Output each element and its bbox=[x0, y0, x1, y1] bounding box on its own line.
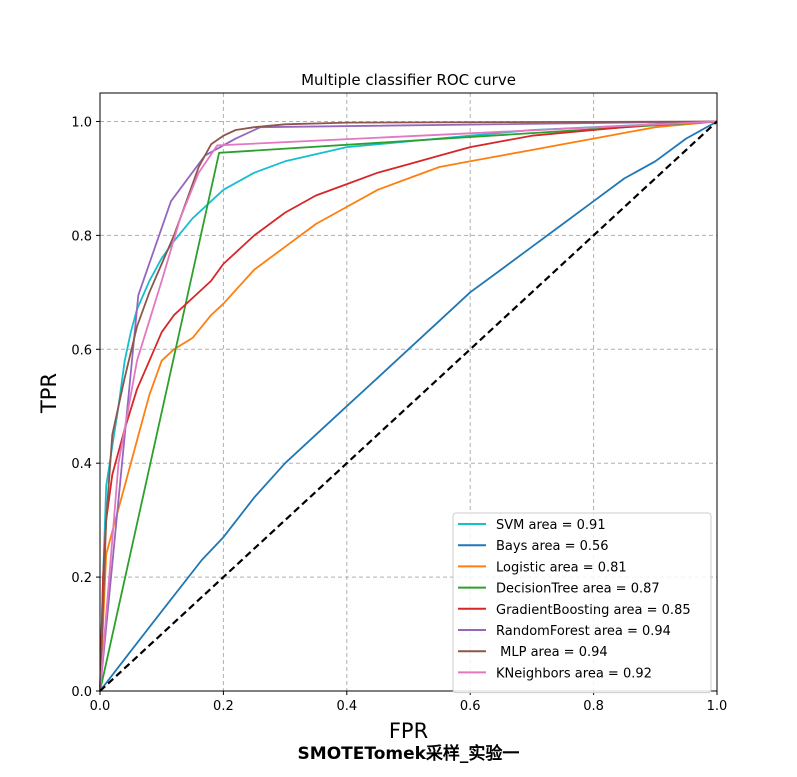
x-axis-label: FPR bbox=[389, 719, 428, 743]
legend-entry: GradientBoosting area = 0.85 bbox=[496, 603, 691, 618]
legend: SVM area = 0.91 Bays area = 0.56 Logistic … bbox=[452, 512, 712, 694]
chart-caption: SMOTETomek采样_实验一 bbox=[298, 743, 520, 764]
axis-ticks: 0.0 0.2 0.4 0.6 0.8 1.0 0.0 0.2 0.4 0.6 0.8 1.0 bbox=[71, 115, 727, 714]
y-tick-label: 0.4 bbox=[71, 457, 92, 472]
series-line-1 bbox=[99, 120, 718, 692]
series-line-3 bbox=[99, 120, 718, 692]
plot-area bbox=[99, 120, 718, 692]
series-line-2 bbox=[99, 120, 718, 692]
x-tick-label: 0.8 bbox=[583, 699, 604, 714]
legend-entry: Logistic area = 0.81 bbox=[496, 560, 627, 575]
legend-entry: KNeighbors area = 0.92 bbox=[496, 666, 652, 681]
y-tick-label: 0.0 bbox=[71, 685, 92, 700]
x-tick-label: 1.0 bbox=[707, 699, 728, 714]
legend-entry: Bays area = 0.56 bbox=[496, 539, 609, 554]
y-tick-label: 0.6 bbox=[71, 343, 92, 358]
x-tick-label: 0.4 bbox=[336, 699, 357, 714]
plot-frame bbox=[99, 92, 718, 692]
series-line-7 bbox=[99, 120, 718, 692]
legend-entry: RandomForest area = 0.94 bbox=[496, 624, 671, 639]
x-tick-label: 0.6 bbox=[460, 699, 481, 714]
y-tick-label: 0.2 bbox=[71, 571, 92, 586]
legend-box bbox=[452, 512, 712, 694]
x-tick-label: 0.2 bbox=[213, 699, 234, 714]
y-axis-label: TPR bbox=[37, 373, 61, 414]
legend-entry: MLP area = 0.94 bbox=[496, 645, 608, 660]
y-tick-label: 0.8 bbox=[71, 229, 92, 244]
x-tick-label: 0.0 bbox=[90, 699, 111, 714]
diagonal-reference-line bbox=[99, 120, 718, 692]
y-tick-label: 1.0 bbox=[71, 115, 92, 130]
chart-title: Multiple classifier ROC curve bbox=[301, 71, 516, 89]
legend-entry: SVM area = 0.91 bbox=[496, 518, 606, 533]
legend-entry: DecisionTree area = 0.87 bbox=[496, 582, 660, 597]
